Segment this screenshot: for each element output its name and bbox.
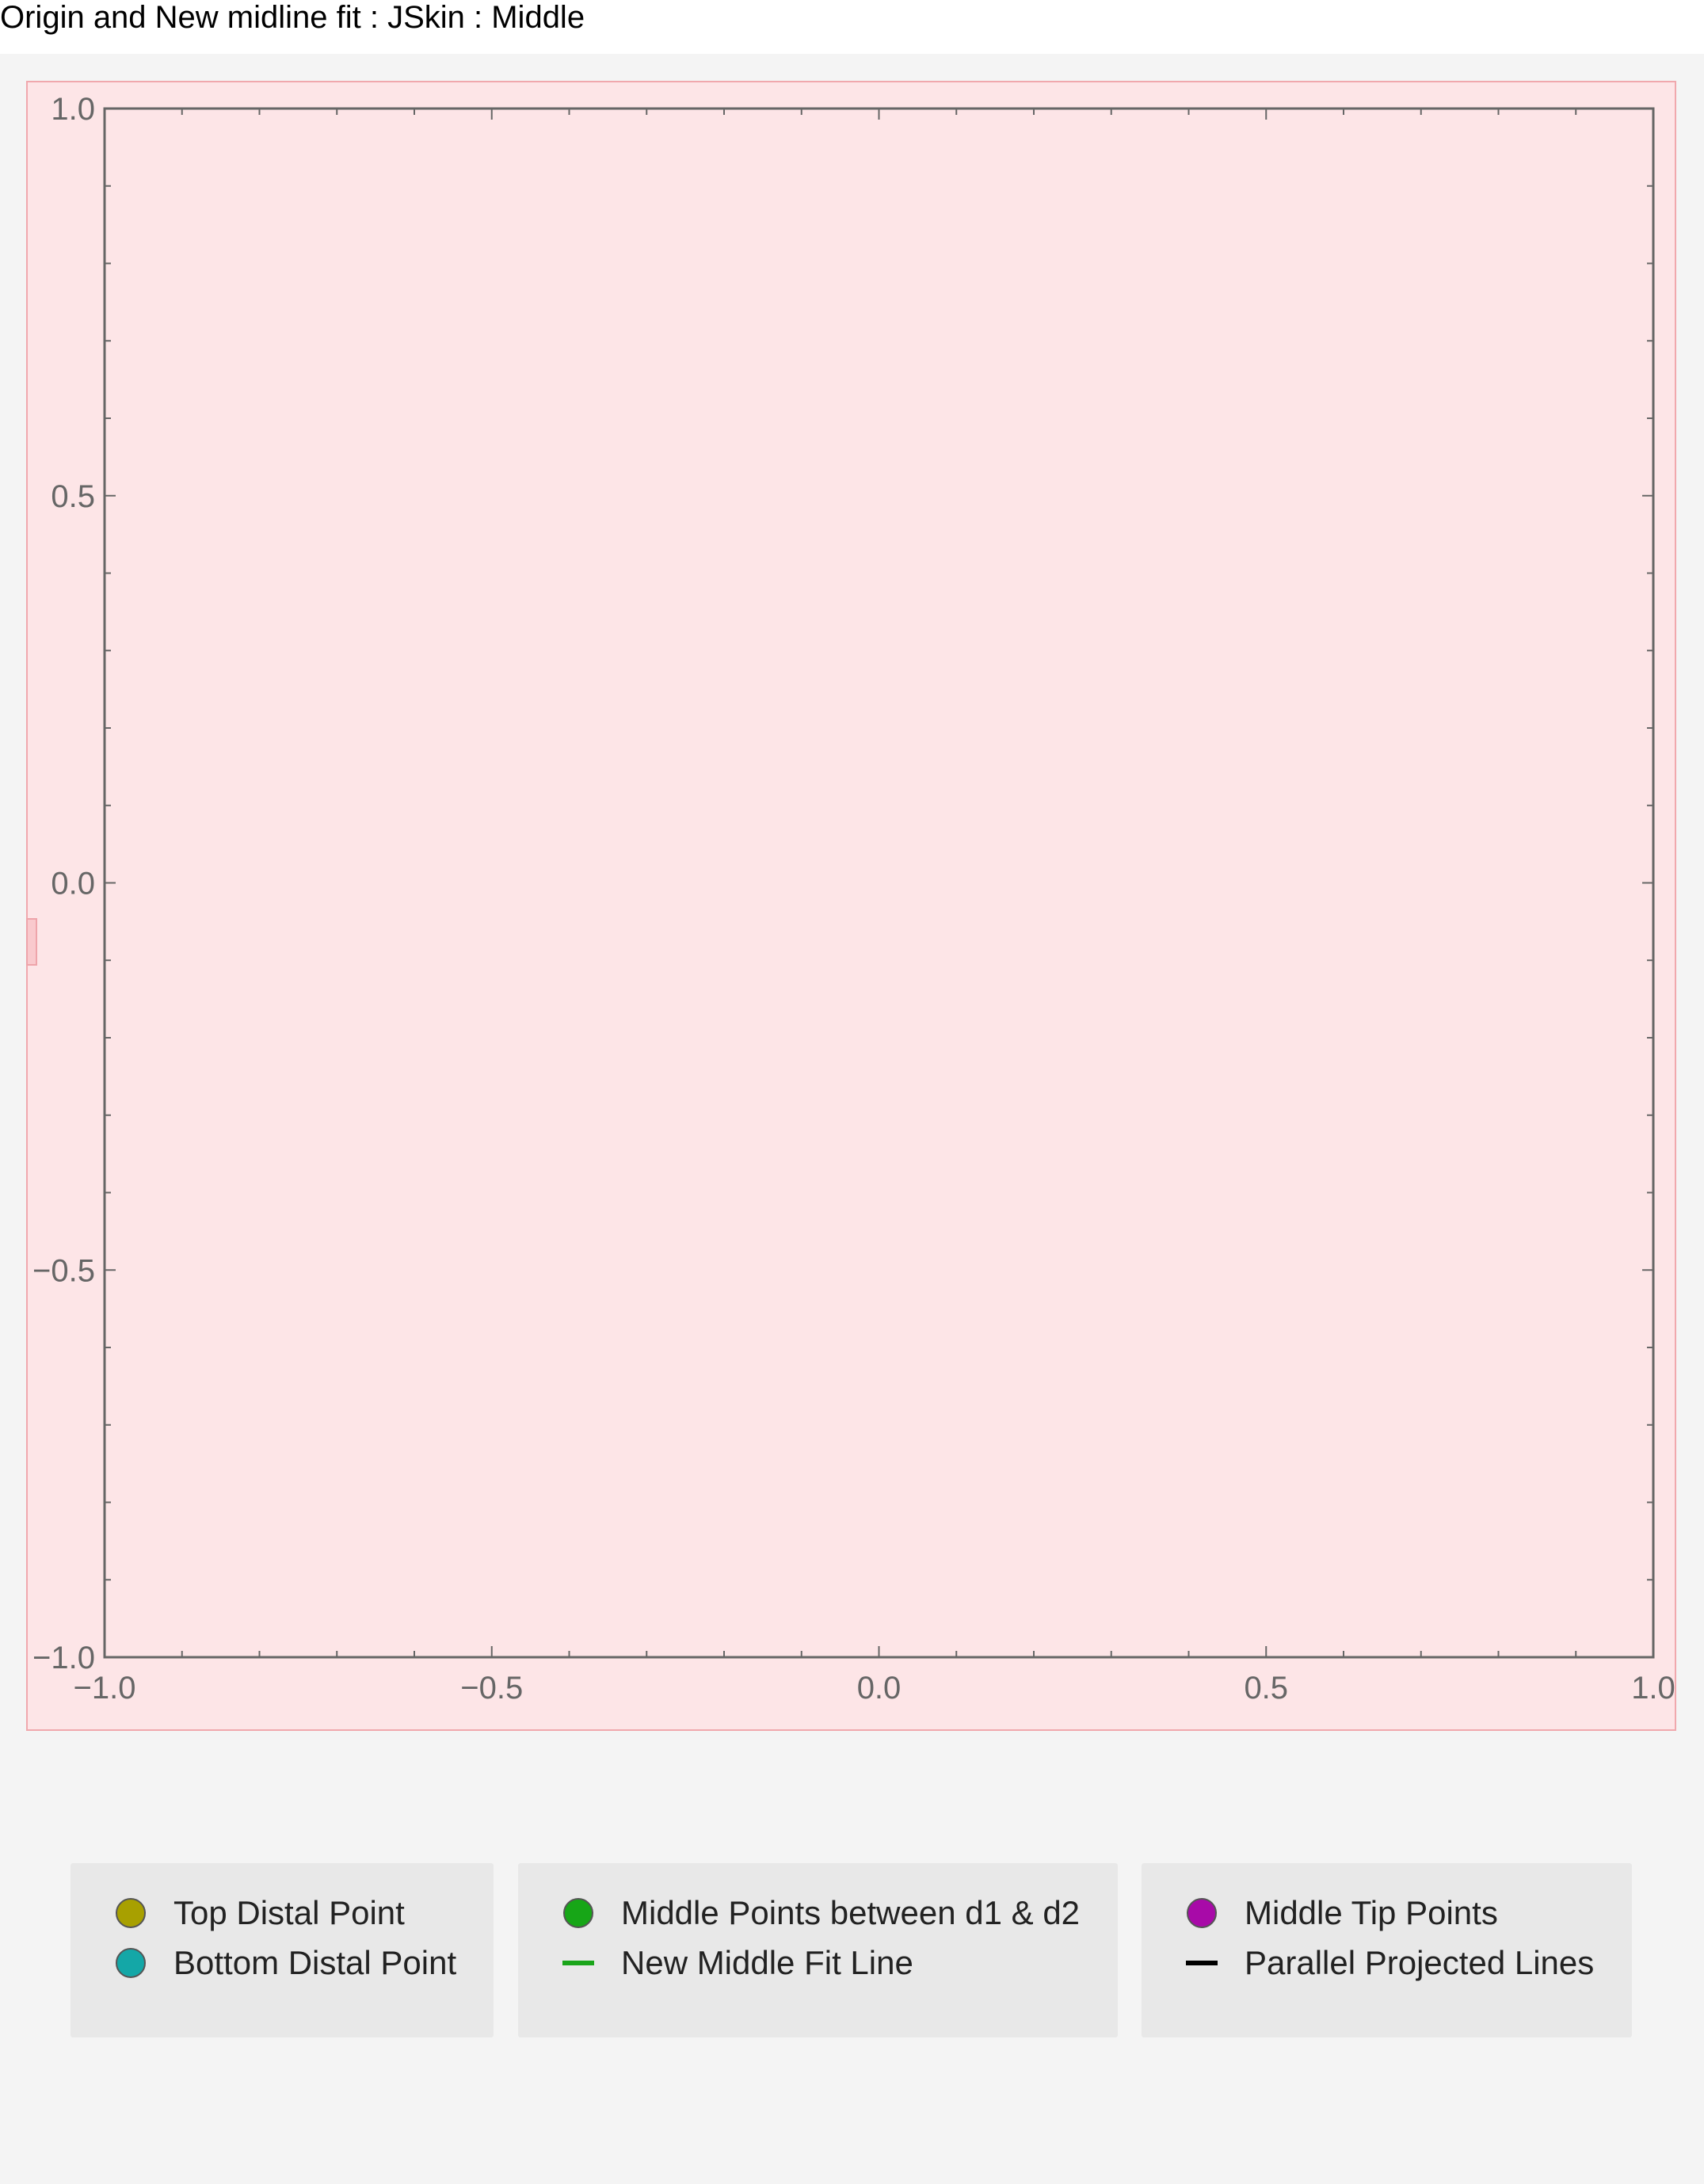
legend-entry-top-distal-point: Top Distal Point [115,1893,405,1933]
legend-label-middle-points: Middle Points between d1 & d2 [621,1894,1081,1931]
parallel-projected-lines-stroke [1186,1961,1218,1965]
legend-entry-new-middle-fit-line: New Middle Fit Line [562,1943,913,1983]
parallel-projected-lines-swatch-icon [1186,1947,1218,1979]
chart-title: Origin and New midline fit : JSkin : Mid… [0,0,585,35]
legend-entry-parallel-projected-lines: Parallel Projected Lines [1186,1943,1594,1983]
x-tick-label: −1.0 [74,1671,136,1706]
legend-group-tip: Middle Tip Points Parallel Projected Lin… [1142,1863,1632,2037]
y-tick-label: 1.0 [51,92,95,127]
legend-label-top-distal-point: Top Distal Point [173,1894,405,1931]
legend-entry-middle-tip-points: Middle Tip Points [1186,1893,1498,1933]
bottom-distal-point-swatch-icon [115,1947,147,1979]
y-axis-tick-labels: 1.0 0.5 0.0 −0.5 −1.0 [32,92,95,1675]
legend-entry-bottom-distal-point: Bottom Distal Point [115,1943,456,1983]
x-tick-label: −0.5 [460,1671,523,1706]
y-axis-ticks [105,108,1653,1658]
middle-tip-points-dot [1187,1898,1217,1928]
middle-points-swatch-icon [562,1897,594,1929]
legend-label-middle-tip-points: Middle Tip Points [1245,1894,1498,1931]
legend-label-parallel-projected-lines: Parallel Projected Lines [1245,1944,1595,1981]
x-tick-label: 0.5 [1244,1671,1288,1706]
middle-points-dot [563,1898,593,1928]
y-tick-label: 0.0 [51,867,95,901]
x-axis-ticks [104,109,1654,1657]
legend-group-middle: Middle Points between d1 & d2 New Middle… [518,1863,1118,2037]
top-distal-point-dot [116,1898,146,1928]
legend-group-points-distal: Top Distal Point Bottom Distal Point [71,1863,494,2037]
y-tick-label: −0.5 [32,1253,95,1288]
legend-label-new-middle-fit-line: New Middle Fit Line [621,1944,913,1981]
side-resize-handle[interactable] [26,918,37,966]
axes-frame [103,107,1655,1659]
new-middle-fit-line-stroke [562,1961,594,1965]
new-middle-fit-line-swatch-icon [562,1947,594,1979]
y-tick-label: −1.0 [32,1641,95,1675]
x-axis-tick-labels: −1.0 −0.5 0.0 0.5 1.0 [74,1671,1675,1706]
plot-area-background [26,81,1676,1731]
legend-label-bottom-distal-point: Bottom Distal Point [173,1944,457,1981]
bottom-distal-point-dot [116,1948,146,1978]
middle-tip-points-swatch-icon [1186,1897,1218,1929]
legend-entry-middle-points: Middle Points between d1 & d2 [562,1893,1080,1933]
x-tick-label: 1.0 [1631,1671,1675,1706]
y-tick-label: 0.5 [51,479,95,514]
top-distal-point-swatch-icon [115,1897,147,1929]
x-tick-label: 0.0 [857,1671,902,1706]
